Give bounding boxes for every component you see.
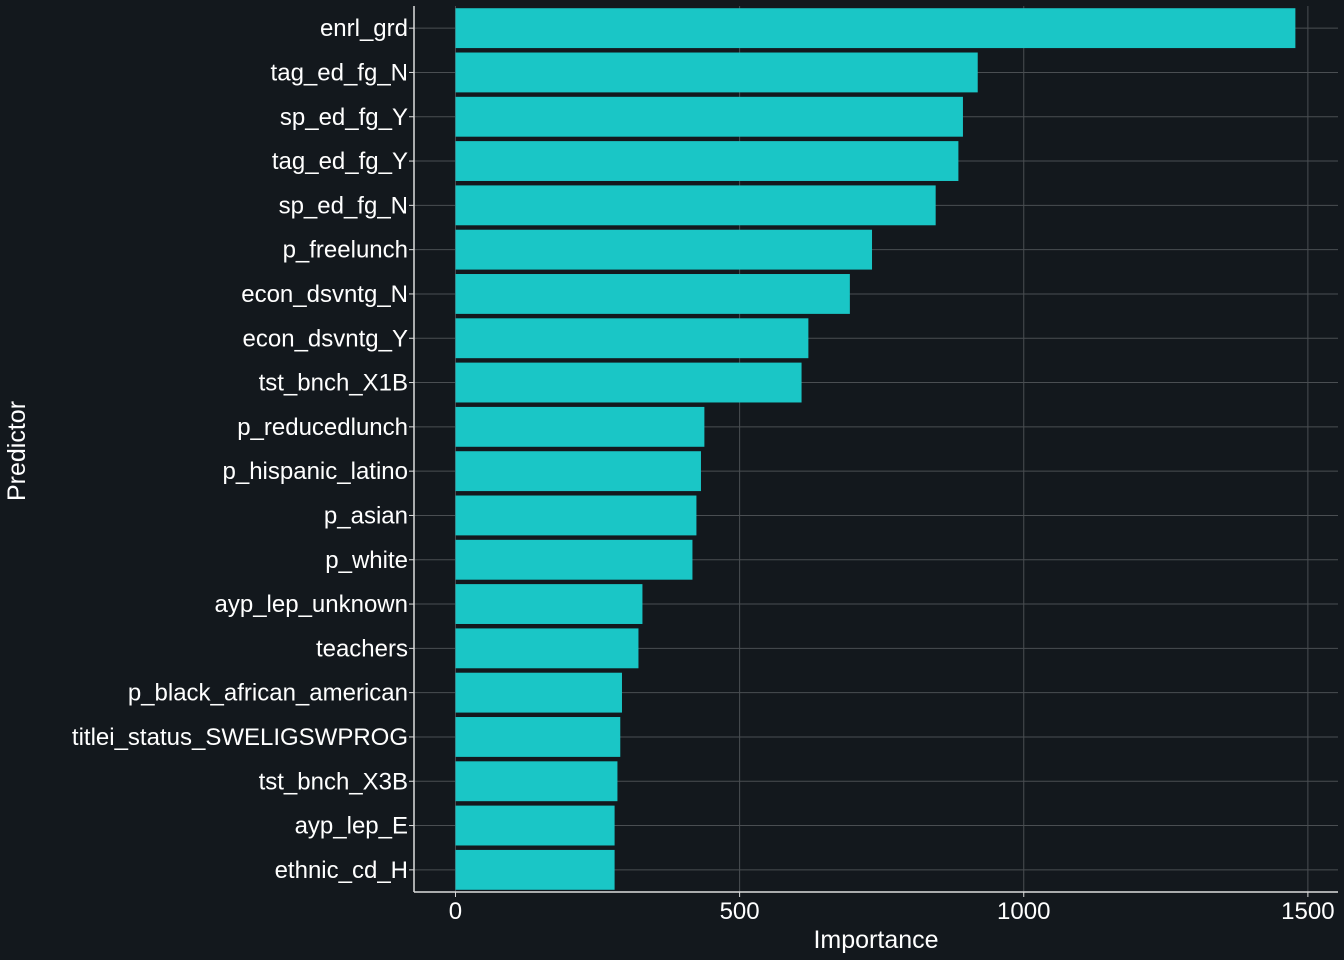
- bar-titlei_status_SWELIGSWPROG: [455, 717, 621, 757]
- labels: enrl_grd tag_ed_fg_N sp_ed_fg_Y tag_ed_fg_Y…: [72, 15, 1335, 925]
- bar-sp_ed_fg_N: [455, 185, 936, 226]
- x-tick-label-1000: 1000: [997, 898, 1050, 925]
- bar-p_hispanic_latino: [455, 451, 701, 492]
- x-tick-label-0: 0: [449, 898, 462, 925]
- y-tick-label-tst_bnch_X1B: tst_bnch_X1B: [259, 370, 408, 397]
- y-tick-label-p_hispanic_latino: p_hispanic_latino: [223, 458, 408, 485]
- y-tick-label-titlei_status_SWELIGSWPROG: titlei_status_SWELIGSWPROG: [72, 724, 408, 751]
- bar-p_freelunch: [455, 229, 873, 270]
- bar-econ_dsvntg_N: [455, 274, 850, 314]
- bar-ayp_lep_unknown: [455, 584, 643, 624]
- bars: [455, 8, 1296, 890]
- bar-tst_bnch_X1B: [455, 362, 802, 403]
- y-tick-label-teachers: teachers: [316, 635, 408, 662]
- bar-p_white: [455, 539, 693, 580]
- bar-ethnic_cd_H: [455, 849, 615, 890]
- x-tick-label-1500: 1500: [1281, 898, 1334, 925]
- bar-p_black_african_american: [455, 672, 622, 713]
- y-tick-label-tst_bnch_X3B: tst_bnch_X3B: [259, 768, 408, 795]
- bar-teachers: [455, 628, 639, 669]
- y-tick-label-ayp_lep_E: ayp_lep_E: [295, 813, 408, 840]
- y-tick-label-ayp_lep_unknown: ayp_lep_unknown: [215, 591, 409, 618]
- x-axis-title: Importance: [813, 926, 938, 954]
- bar-sp_ed_fg_Y: [455, 96, 963, 137]
- axes: [409, 6, 1338, 897]
- y-tick-label-tag_ed_fg_N: tag_ed_fg_N: [271, 59, 408, 86]
- y-tick-label-sp_ed_fg_Y: sp_ed_fg_Y: [280, 104, 408, 131]
- bar-ayp_lep_E: [455, 805, 615, 846]
- y-tick-label-tag_ed_fg_Y: tag_ed_fg_Y: [272, 148, 408, 175]
- bar-econ_dsvntg_Y: [455, 318, 809, 359]
- bar-tag_ed_fg_Y: [455, 141, 959, 181]
- y-tick-label-p_freelunch: p_freelunch: [283, 237, 408, 264]
- y-tick-label-econ_dsvntg_Y: econ_dsvntg_Y: [243, 325, 408, 352]
- bar-p_reducedlunch: [455, 406, 705, 447]
- y-tick-label-ethnic_cd_H: ethnic_cd_H: [275, 857, 408, 884]
- y-tick-label-p_black_african_american: p_black_african_american: [128, 680, 408, 707]
- x-tick-label-500: 500: [720, 898, 760, 925]
- y-tick-label-enrl_grd: enrl_grd: [320, 15, 408, 42]
- y-tick-label-econ_dsvntg_N: econ_dsvntg_N: [241, 281, 408, 308]
- y-axis-title: Predictor: [3, 401, 31, 501]
- bar-p_asian: [455, 495, 697, 536]
- bar-tst_bnch_X3B: [455, 761, 618, 802]
- y-tick-label-sp_ed_fg_N: sp_ed_fg_N: [279, 192, 408, 219]
- bar-tag_ed_fg_N: [455, 52, 978, 93]
- y-tick-label-p_reducedlunch: p_reducedlunch: [237, 414, 408, 441]
- bar-enrl_grd: [455, 8, 1296, 49]
- y-tick-label-p_white: p_white: [325, 547, 408, 574]
- y-tick-label-p_asian: p_asian: [324, 502, 408, 529]
